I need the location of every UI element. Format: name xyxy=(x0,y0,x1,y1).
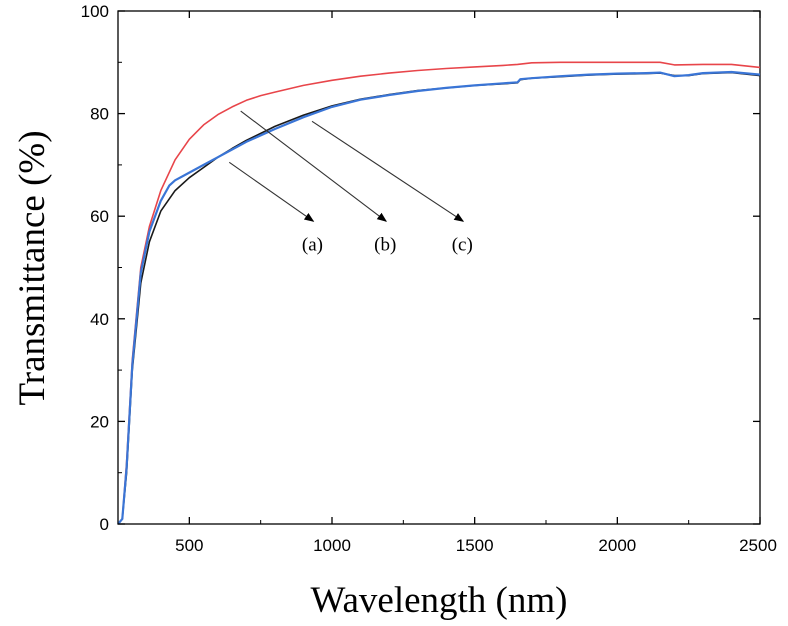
series-line-1 xyxy=(117,71,761,525)
series-line-2 xyxy=(117,61,761,525)
y-axis-title: Transmittance (%) xyxy=(12,130,53,405)
y-tick-label: 20 xyxy=(90,412,109,431)
annotation-arrow-3 xyxy=(311,120,465,222)
x-tick-label: 2000 xyxy=(598,536,636,555)
x-tick-label: 2500 xyxy=(739,536,777,555)
y-tick-label: 40 xyxy=(90,310,109,329)
y-tick-label: 0 xyxy=(100,515,109,534)
x-tick-label: 1500 xyxy=(456,536,494,555)
annotation-arrow-2 xyxy=(240,110,388,222)
x-tick-label: 1000 xyxy=(313,536,351,555)
annotation-arrow-1 xyxy=(228,161,315,222)
annotation-label-1: (a) xyxy=(302,234,323,255)
tick-layer: 0 20 40 60 80 100 500 1000 1500 2000 2500 xyxy=(81,2,777,555)
annotation-label-2: (b) xyxy=(374,234,396,255)
annotation-label-3: (c) xyxy=(452,234,473,255)
x-tick-label: 500 xyxy=(175,536,203,555)
y-tick-label: 80 xyxy=(90,105,109,124)
series-line-3 xyxy=(117,70,761,525)
series-layer xyxy=(117,61,761,525)
y-tick-label: 60 xyxy=(90,207,109,226)
annotation-layer: (a) (b) (c) xyxy=(228,110,473,255)
y-tick-label: 100 xyxy=(81,2,109,21)
x-axis-title: Wavelength (nm) xyxy=(311,580,568,621)
